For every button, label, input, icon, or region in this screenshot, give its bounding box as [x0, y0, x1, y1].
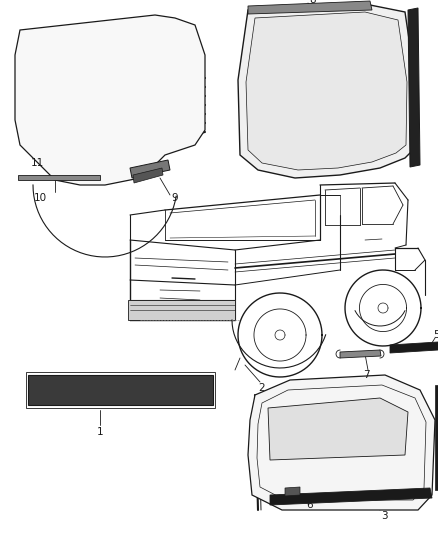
Text: 3: 3	[381, 511, 387, 521]
Polygon shape	[248, 1, 372, 14]
Text: 11: 11	[30, 158, 44, 168]
Text: 2: 2	[259, 383, 265, 393]
Polygon shape	[20, 72, 40, 93]
Polygon shape	[435, 385, 438, 490]
Polygon shape	[268, 398, 408, 460]
Text: 9: 9	[172, 193, 178, 203]
Text: 7: 7	[363, 370, 369, 380]
Polygon shape	[133, 168, 163, 183]
Polygon shape	[246, 12, 407, 170]
Text: 1: 1	[97, 427, 103, 437]
Polygon shape	[303, 156, 322, 172]
Text: 6: 6	[307, 500, 313, 510]
Polygon shape	[130, 160, 170, 178]
Text: 5: 5	[434, 330, 438, 340]
Polygon shape	[15, 15, 205, 185]
Polygon shape	[270, 488, 432, 505]
Polygon shape	[255, 150, 275, 168]
Polygon shape	[340, 350, 381, 358]
Text: 10: 10	[33, 193, 46, 203]
Polygon shape	[18, 175, 100, 180]
Polygon shape	[408, 8, 420, 167]
Polygon shape	[398, 462, 410, 474]
Text: 8: 8	[310, 0, 316, 5]
Polygon shape	[248, 375, 435, 510]
Polygon shape	[238, 5, 415, 178]
Polygon shape	[390, 342, 438, 353]
Polygon shape	[128, 300, 235, 320]
Polygon shape	[285, 487, 300, 496]
Polygon shape	[28, 375, 213, 405]
